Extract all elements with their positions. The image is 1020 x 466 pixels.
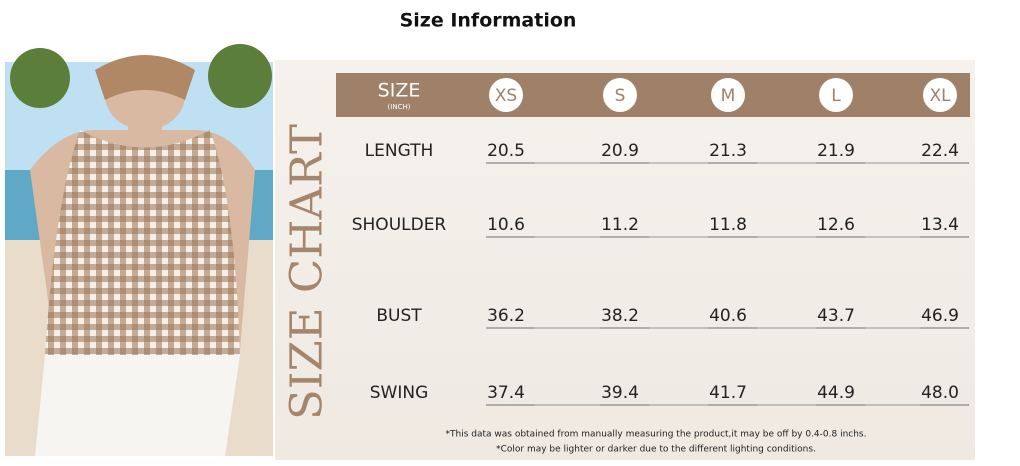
note: *This data was obtained from manually me… [446,430,867,440]
row-label: BUST [376,306,422,326]
row-label: SWING [370,383,429,403]
header-bar [336,73,970,117]
cell-value: 44.9 [817,383,855,403]
cell-value: 11.2 [601,215,639,235]
size-header: S [615,86,626,106]
cell-value: 22.4 [921,141,959,161]
cell-value: 38.2 [601,306,639,326]
note: *Color may be lighter or darker due to t… [496,445,816,455]
cell-value: 11.8 [709,215,747,235]
cell-value: 40.6 [709,306,747,326]
row-label: LENGTH [365,141,434,161]
cell-value: 21.9 [817,141,855,161]
page-title: Size Information [400,10,577,32]
cell-value: 10.6 [487,215,525,235]
cell-value: 20.5 [487,141,525,161]
cell-value: 41.7 [709,383,747,403]
cell-value: 39.4 [601,383,639,403]
unit-label: (INCH) [388,103,411,111]
side-title: SIZE CHART [282,124,333,420]
size-badge [819,78,853,112]
size-header: XS [495,86,517,106]
size-label: SIZE [378,80,421,102]
cell-value: 48.0 [921,383,959,403]
cell-value: 21.3 [709,141,747,161]
cell-value: 12.6 [817,215,855,235]
row-label: SHOULDER [352,215,447,235]
product-photo [5,44,273,456]
cell-value: 37.4 [487,383,525,403]
size-badge [711,78,745,112]
cell-value: 43.7 [817,306,855,326]
cell-value: 20.9 [601,141,639,161]
size-badge [923,78,957,112]
size-header: L [831,86,841,106]
size-header: M [721,86,736,106]
chart-background [275,60,975,460]
cell-value: 13.4 [921,215,959,235]
cell-value: 46.9 [921,306,959,326]
size-badge [603,78,637,112]
size-badge [489,78,523,112]
size-header: XL [929,86,951,106]
cell-value: 36.2 [487,306,525,326]
